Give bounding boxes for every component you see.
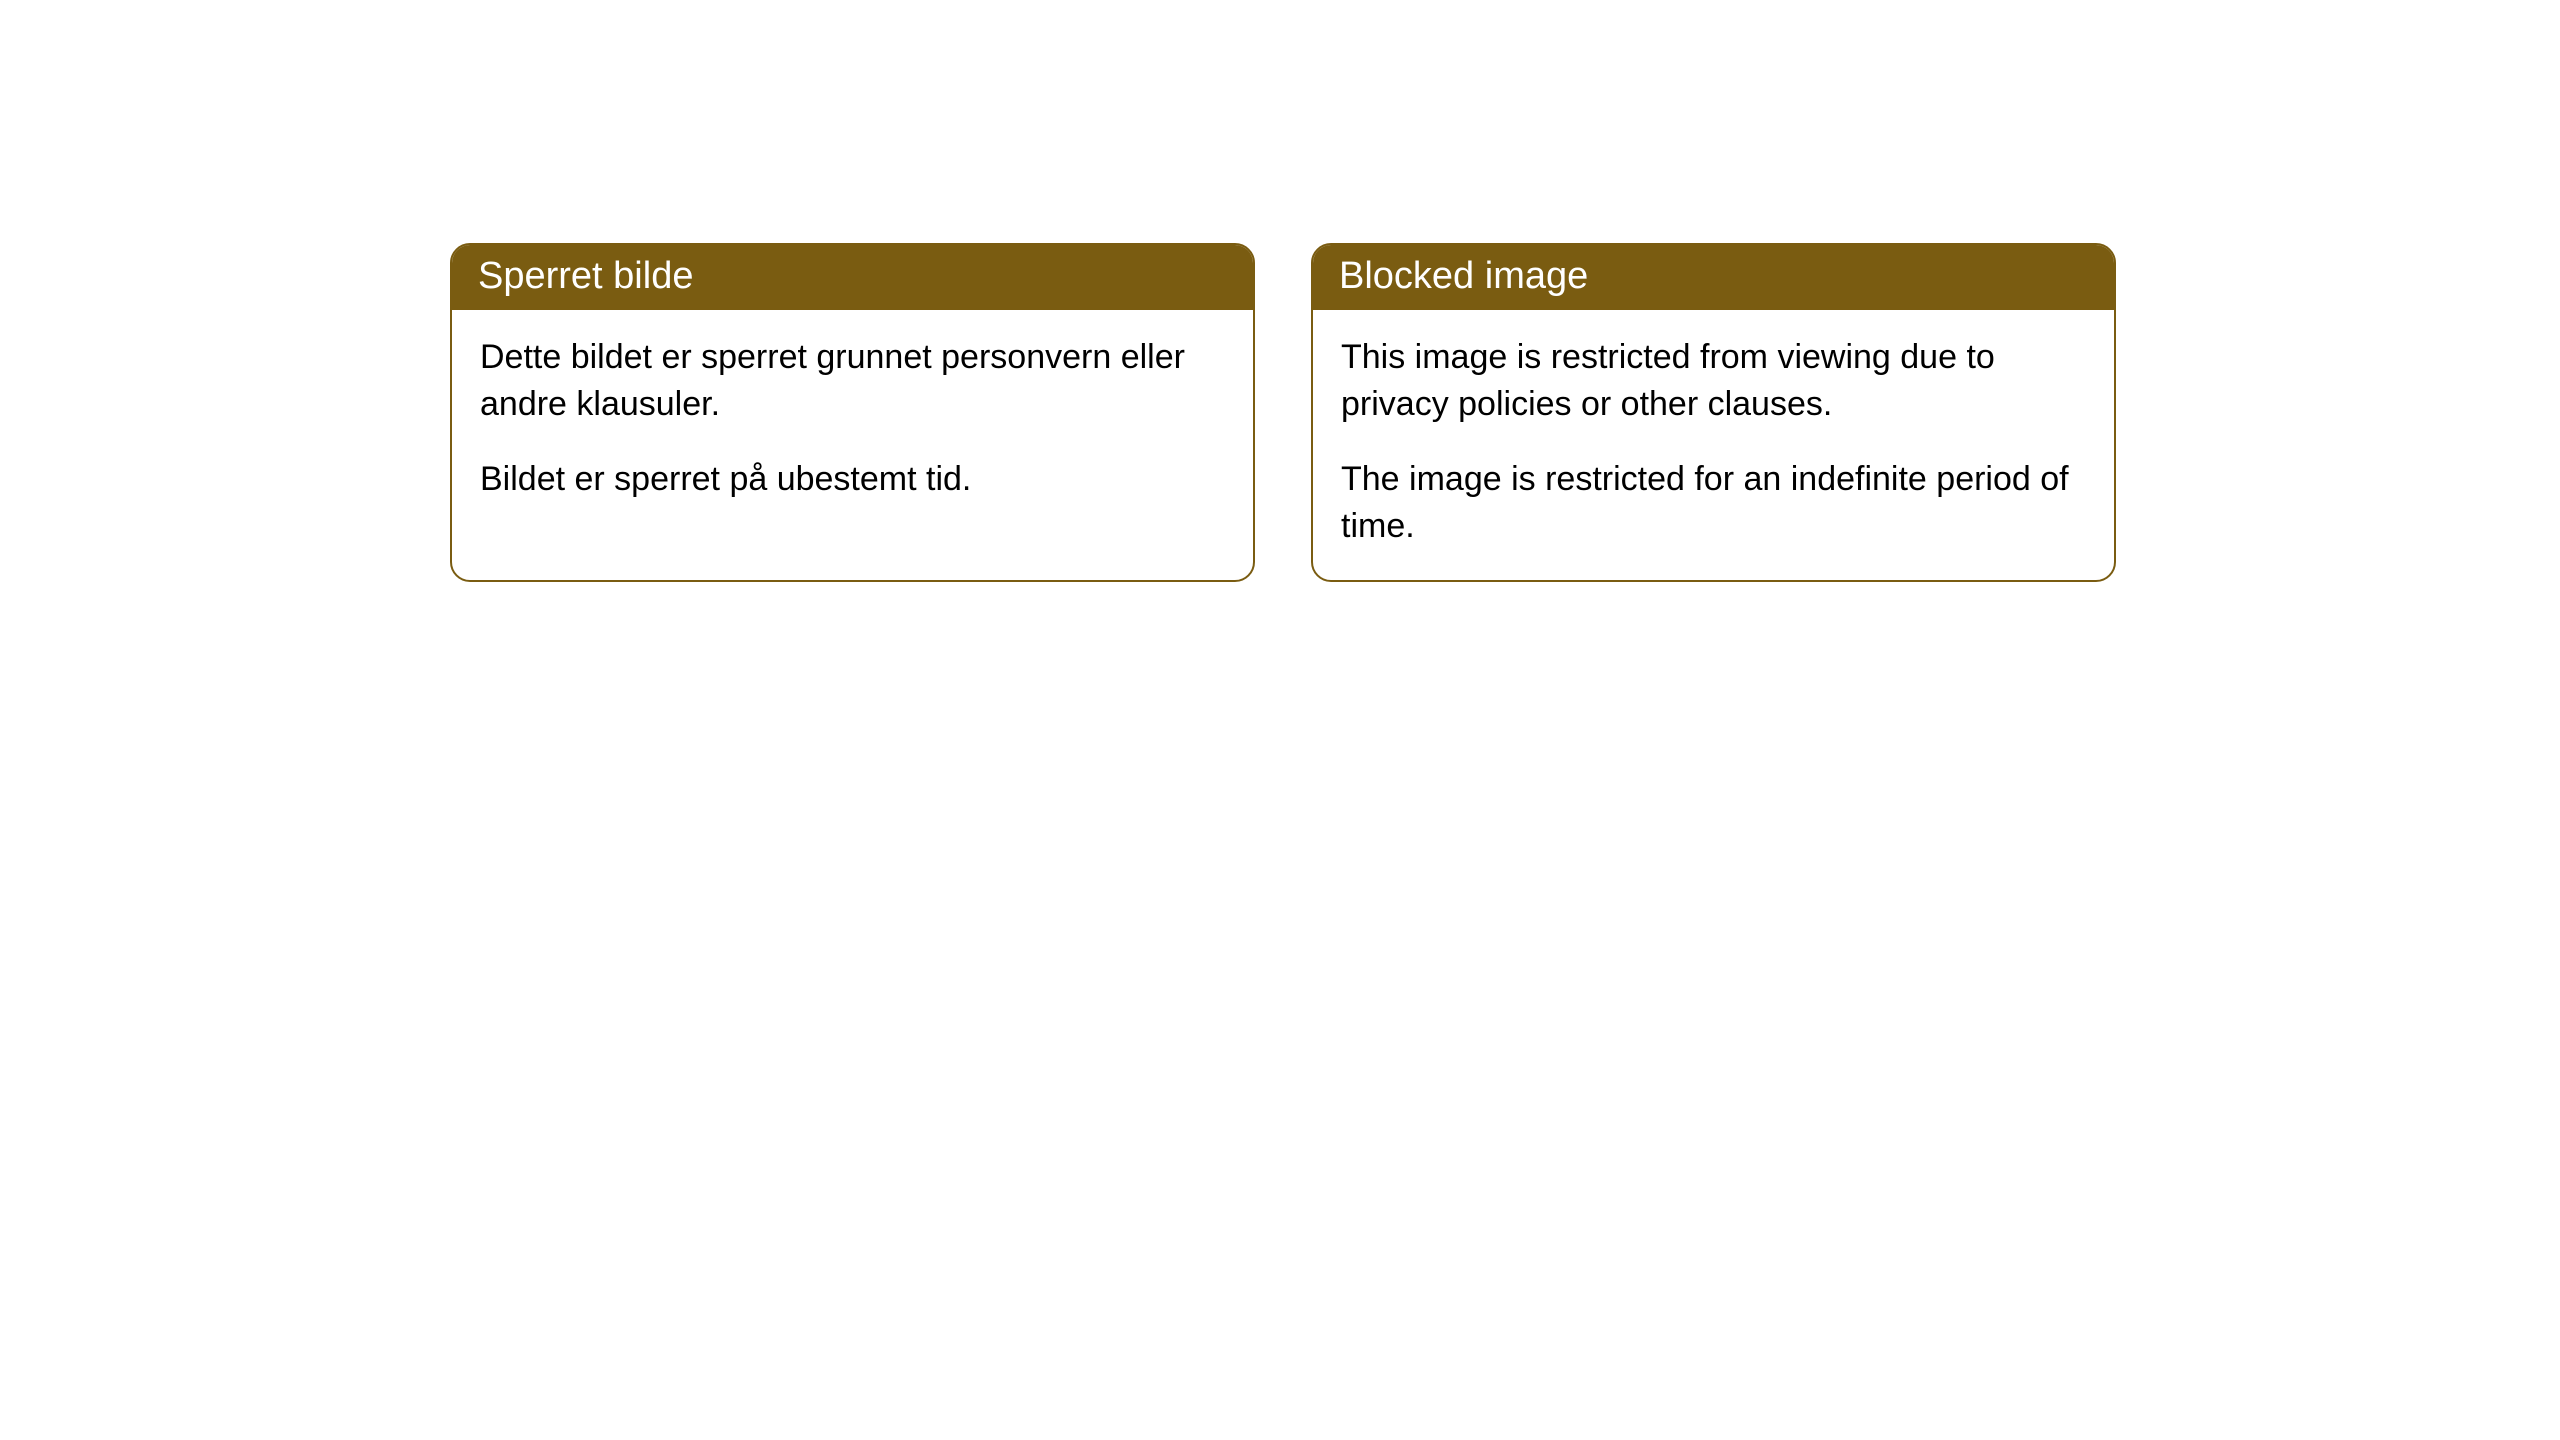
- card-paragraph: Bildet er sperret på ubestemt tid.: [480, 456, 1225, 503]
- card-title: Sperret bilde: [452, 245, 1253, 310]
- card-paragraph: The image is restricted for an indefinit…: [1341, 456, 2086, 550]
- card-body: Dette bildet er sperret grunnet personve…: [452, 310, 1253, 533]
- card-paragraph: Dette bildet er sperret grunnet personve…: [480, 334, 1225, 428]
- card-title: Blocked image: [1313, 245, 2114, 310]
- card-paragraph: This image is restricted from viewing du…: [1341, 334, 2086, 428]
- card-body: This image is restricted from viewing du…: [1313, 310, 2114, 580]
- notice-cards-container: Sperret bilde Dette bildet er sperret gr…: [450, 243, 2116, 582]
- notice-card-english: Blocked image This image is restricted f…: [1311, 243, 2116, 582]
- notice-card-norwegian: Sperret bilde Dette bildet er sperret gr…: [450, 243, 1255, 582]
